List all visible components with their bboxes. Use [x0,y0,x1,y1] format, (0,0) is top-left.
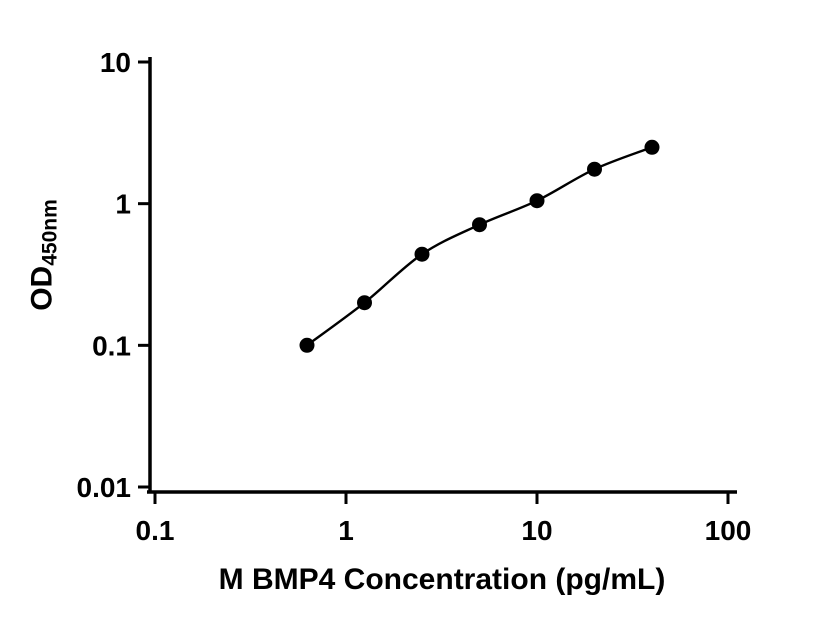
data-point [587,161,602,177]
y-axis-title: OD450nm [26,199,63,311]
x-axis-tick-label: 0.1 [136,515,175,546]
data-point [529,193,545,209]
y-axis-tick-label: 0.1 [92,330,131,361]
x-axis-tick-label: 10 [521,515,552,546]
x-axis-title: M BMP4 Concentration (pg/mL) [218,563,666,596]
y-axis-tick-label: 0.01 [77,472,132,503]
data-point [472,217,487,233]
y-axis-tick-label: 1 [115,189,131,220]
y-axis-title-subscript: 450nm [38,199,62,266]
data-point [357,295,372,311]
data-point [644,139,660,155]
x-axis-tick-label: 1 [338,515,354,546]
x-axis-tick-label: 100 [705,515,752,546]
fit-curve [306,146,653,347]
y-axis-tick-label: 10 [100,47,131,78]
data-point [299,337,315,353]
y-axis-title-main: OD [25,265,59,311]
data-point [414,246,430,262]
